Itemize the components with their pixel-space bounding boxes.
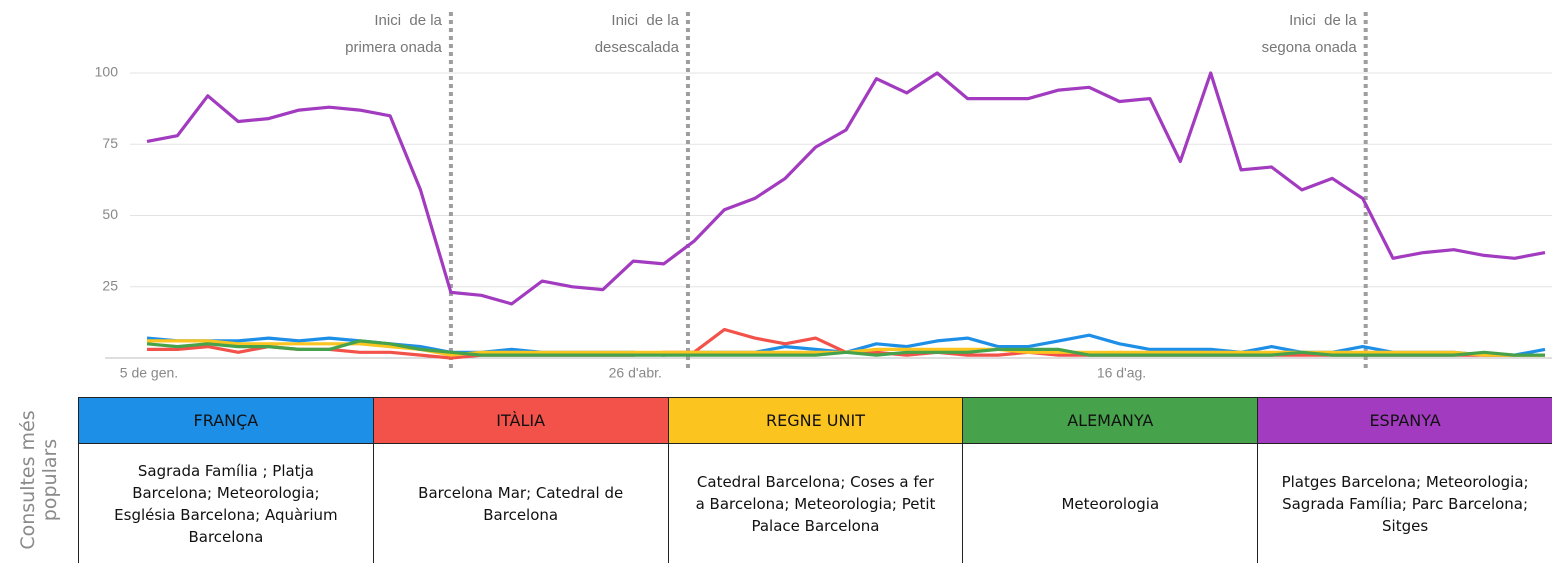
series-line [146,339,1545,357]
y-tick-label: 75 [102,135,118,151]
query-cell: Catedral Barcelona; Coses a fer a Barcel… [695,472,936,535]
y-tick-label: 50 [102,206,118,222]
query-cell: Sagrada Família ; Platja Barcelona; Mete… [114,461,338,546]
column-header: ITÀLIA [373,397,668,444]
y-tick-label: 100 [95,64,119,80]
x-tick-label: 16 d'ag. [1097,365,1146,381]
column-header: ESPANYA [1258,397,1552,444]
queries-table: FRANÇA Sagrada Família ; Platja Barcelona… [78,397,1552,563]
table-column: ITÀLIA Barcelona Mar; Catedral de Barcelo… [372,397,668,563]
y-tick-label: 25 [102,277,118,293]
table-column: ALEMANYA Meteorologia [962,397,1258,563]
column-header: FRANÇA [79,397,373,444]
annotation-text: Inici de la [1289,12,1357,29]
query-cell: Barcelona Mar; Catedral de Barcelona [418,483,624,524]
row-label: Consultes més populars [17,410,61,550]
table-column: REGNE UNIT Catedral Barcelona; Coses a fe… [667,397,963,563]
x-tick-label: 5 de gen. [120,365,178,381]
table-column: FRANÇA Sagrada Família ; Platja Barcelona… [78,397,373,563]
query-cell: Platges Barcelona; Meteorologia; Sagrada… [1281,472,1529,535]
row-label-cell: Consultes més populars [0,397,78,563]
chart: 25 50 75 100 5 de gen. 26 d'abr. 16 d'ag. Inici… [95,12,1552,381]
annotation-text: segona onada [1262,39,1358,56]
annotation-text: Inici de la [611,12,679,29]
series-line [146,71,1546,306]
annotation-text: desescalada [595,39,680,56]
query-cell: Meteorologia [1061,494,1160,513]
column-header: ALEMANYA [963,397,1258,444]
column-header: REGNE UNIT [668,397,963,444]
x-tick-label: 26 d'abr. [609,365,662,381]
table-column: ESPANYA Platges Barcelona; Meteorologia; … [1257,397,1552,563]
annotation-text: Inici de la [374,12,442,29]
annotation-text: primera onada [345,39,442,56]
